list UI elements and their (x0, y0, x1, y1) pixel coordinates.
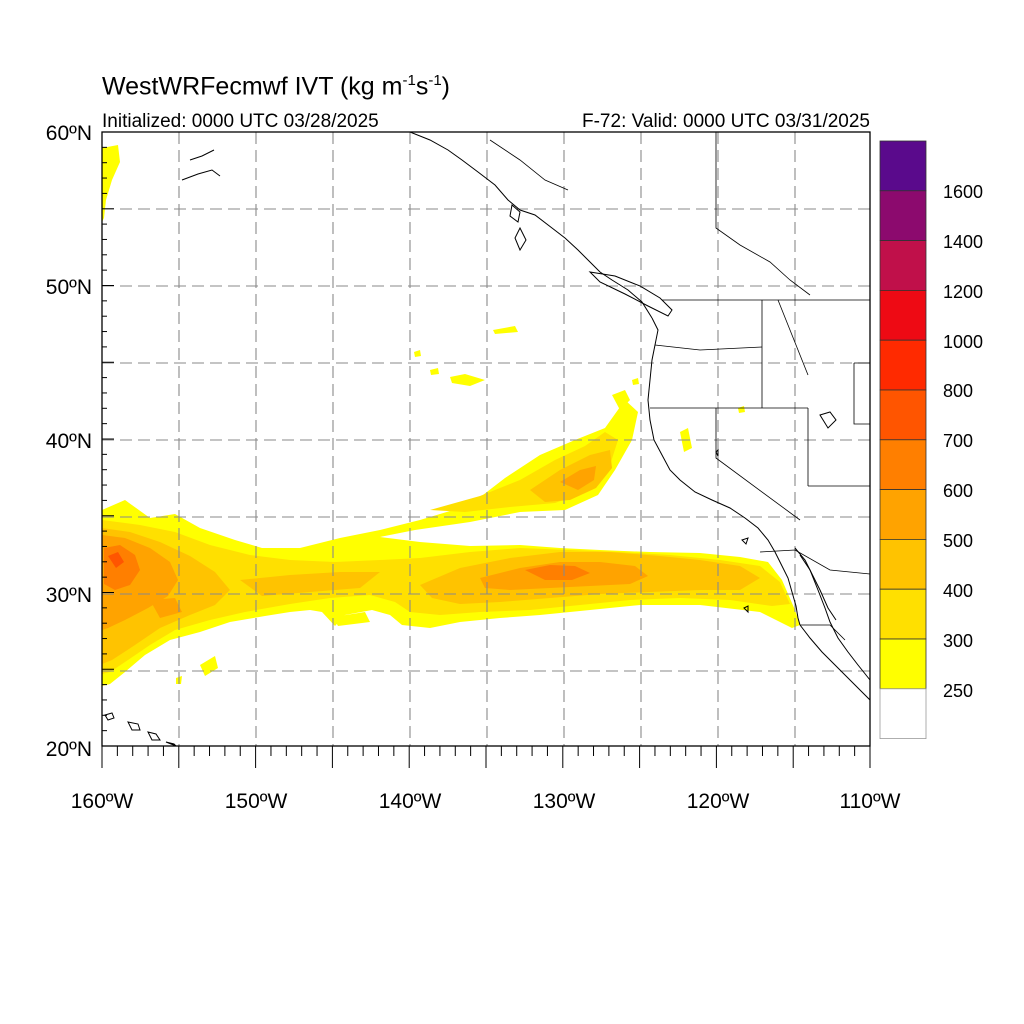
ca-nv-border (715, 408, 801, 521)
wa-or-border (654, 344, 763, 351)
cb-label-1600: 1600 (943, 182, 983, 202)
hawaii-islands (104, 712, 177, 746)
lon-label-120w: 120ºW (687, 790, 750, 813)
aleutian-islands (181, 149, 221, 181)
alaska-coast (409, 132, 653, 319)
colorbar (879, 140, 927, 739)
political-borders (489, 132, 870, 641)
cb-label-700: 700 (943, 431, 973, 451)
lon-label-150w: 150ºW (225, 790, 288, 813)
channel-islands (741, 537, 749, 614)
colorbar-box (879, 339, 927, 391)
colorbar-box (879, 240, 927, 291)
axis-ticks (101, 131, 871, 768)
cb-label-1400: 1400 (943, 232, 983, 252)
us-west-coast (647, 317, 801, 626)
lon-label-160w: 160ºW (71, 790, 134, 813)
plot-frame (101, 131, 871, 747)
valid-time: F-72: Valid: 0000 UTC 03/31/2025 (582, 111, 870, 132)
colorbar-box (879, 190, 927, 242)
lat-label-40: 40ºN (46, 430, 92, 453)
ak-bc-border (489, 139, 569, 191)
gulf-of-california (794, 547, 837, 621)
baja-peninsula (799, 554, 870, 701)
colorbar-box (879, 439, 927, 490)
lon-label-130w: 130ºW (533, 790, 596, 813)
colorbar-box (879, 389, 927, 441)
lon-label-110w: 110ºW (840, 790, 901, 813)
lat-label-30: 30ºN (46, 584, 92, 607)
bc-islands (509, 204, 673, 317)
cb-label-400: 400 (943, 581, 973, 601)
cb-label-1200: 1200 (943, 282, 983, 302)
ivt-700-band (108, 552, 124, 568)
mx-internal (800, 624, 846, 641)
map-title: WestWRFecmwf IVT (kg m-1s-1) (102, 72, 450, 101)
cb-label-1000: 1000 (943, 332, 983, 352)
lat-axis-labels: 60ºN 50ºN 40ºN 30ºN 20ºN (46, 122, 92, 761)
lat-label-60: 60ºN (46, 122, 92, 145)
cb-label-500: 500 (943, 531, 973, 551)
cb-label-600: 600 (943, 481, 973, 501)
colorbar-box (879, 638, 927, 690)
great-salt-lake (819, 411, 837, 429)
cb-label-300: 300 (943, 631, 973, 651)
colorbar-box (879, 539, 927, 590)
cb-label-250: 250 (943, 681, 973, 701)
canada-interior (715, 132, 811, 296)
colorbar-box (879, 140, 927, 192)
graticule (102, 132, 870, 746)
coastlines (104, 132, 870, 746)
colorbar-box (879, 688, 927, 739)
us-mexico-border (759, 549, 870, 575)
colorbar-box (879, 588, 927, 640)
lat-label-20: 20ºN (46, 738, 92, 761)
ut-wy-border (853, 362, 870, 425)
lake-tahoe (715, 448, 719, 457)
mt-id-border (777, 299, 809, 376)
colorbar-labels: 1600 1400 1200 1000 800 700 600 500 400 … (943, 182, 983, 701)
lat-label-50: 50ºN (46, 276, 92, 299)
ivt-field (102, 145, 800, 686)
initialized-time: Initialized: 0000 UTC 03/28/2025 (102, 111, 379, 132)
lon-label-140w: 140ºW (379, 790, 442, 813)
cb-label-800: 800 (943, 381, 973, 401)
lon-axis-labels: 160ºW 150ºW 140ºW 130ºW 120ºW 110ºW (71, 790, 901, 813)
colorbar-box (879, 489, 927, 540)
colorbar-box (879, 289, 927, 341)
